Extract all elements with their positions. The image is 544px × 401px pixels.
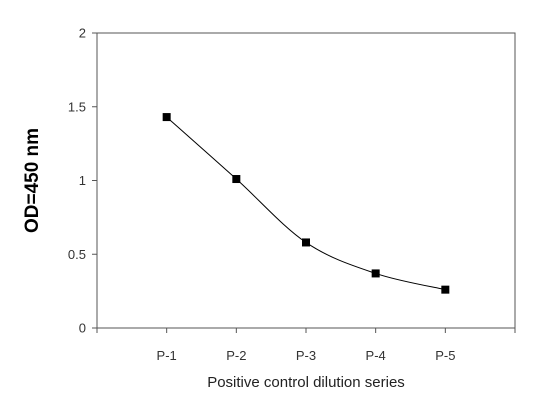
data-point-marker [232,175,241,184]
y-tick-label: 0.5 [68,247,86,262]
series-line [166,116,446,291]
y-axis-title: OD=450 nm [22,128,43,233]
y-axis-ticks: 0 0.5 1 1.5 2 [68,26,97,336]
y-tick-label: 1.5 [68,99,86,114]
data-point-marker [371,269,380,278]
data-point-marker [162,113,171,122]
series-group [162,113,450,294]
y-tick-label: 2 [79,26,86,41]
plot-frame [96,32,516,329]
x-axis-ticks: P-1 P-2 P-3 P-4 P-5 [96,328,516,363]
x-tick-label: P-3 [296,348,316,363]
data-point-marker [441,285,450,294]
data-point-marker [302,238,310,247]
y-tick-label: 1 [79,173,86,188]
x-tick-label: P-5 [435,348,455,363]
y-tick-label: 0 [79,321,86,336]
x-tick-label: P-1 [157,348,177,363]
plot-frame-group [96,32,516,329]
x-tick-label: P-4 [366,348,386,363]
x-tick-label: P-2 [226,348,246,363]
x-axis-title: Positive control dilution series [207,374,405,391]
